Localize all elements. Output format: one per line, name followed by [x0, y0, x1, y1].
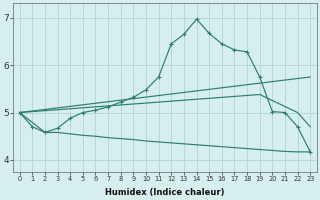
X-axis label: Humidex (Indice chaleur): Humidex (Indice chaleur): [105, 188, 225, 197]
